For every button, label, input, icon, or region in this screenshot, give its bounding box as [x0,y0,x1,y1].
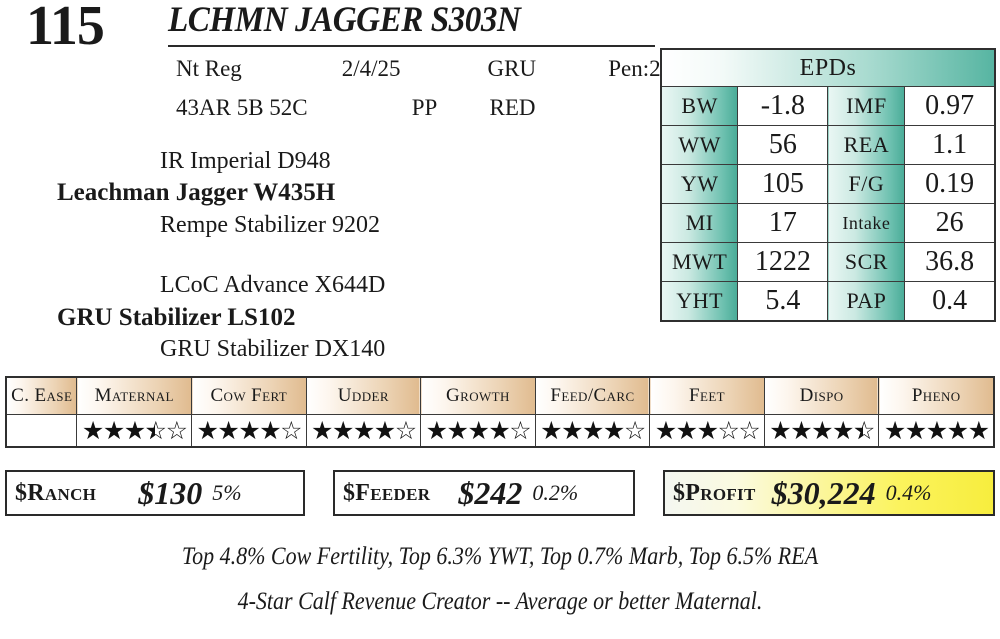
star-rating: ★★★★☆ [425,416,532,445]
profit-index-value: $30,224 [771,474,876,511]
animal-name-title: LCHMN JAGGER S303N [168,0,521,39]
lot-header: 115 LCHMN JAGGER S303N [0,0,1000,57]
epd-label-right: Intake [827,203,906,243]
epd-value-left: 105 [737,164,829,204]
epd-label-right: F/G [827,164,906,204]
epd-value-right: 0.4 [904,281,996,322]
trait-rating-dispo: ★★★★☆★ [763,414,880,448]
index-box-ranch: $Ranch $130 5% [5,470,305,516]
epd-value-left: 56 [737,125,829,165]
epd-label-left: YW [660,164,739,204]
trait-rating-cow-fert: ★★★★☆ [191,414,307,448]
birth-date: 2/4/25 [341,56,401,81]
epd-value-right: 0.19 [904,164,996,204]
trait-header-maternal: Maternal [76,376,192,415]
pedigree-sire: Leachman Jagger W435H [57,179,336,206]
epd-label-left: WW [660,125,739,165]
epd-row: BW -1.8 IMF 0.97 [660,86,996,126]
epd-table-body: BW -1.8 IMF 0.97 WW 56 REA 1.1 YW 105 F/G 0.19 MI 17 I… [660,86,996,322]
epd-row: WW 56 REA 1.1 [660,125,996,165]
lot-number: 115 [26,0,105,57]
ranch-index-label: $Ranch [15,479,97,506]
epd-value-right: 26 [904,203,996,243]
feeder-index-label: $Feeder [343,479,431,506]
epd-table-title: EPDs [660,48,996,87]
ranch-index-percentile: 5% [212,480,242,505]
star-rating: ★★★☆☆ [654,416,761,445]
trait-rating-feet: ★★★☆☆ [649,414,765,448]
profit-index-label: $Profit [673,479,756,506]
epd-label-left: YHT [660,281,739,322]
epd-label-left: MI [660,203,739,243]
pedigree-dam: GRU Stabilizer LS102 [57,304,296,331]
trait-rating-row: ★★★☆★☆ ★★★★☆ ★★★★☆ ★★★★☆ ★★★★☆ ★★★☆☆ ★★★★☆★ ★★★… [5,414,995,448]
index-box-profit: $Profit $30,224 0.4% [663,470,995,516]
identification-line-primary: Nt Reg 2/4/25 GRU Pen:25 [176,56,672,82]
epd-value-right: 0.97 [904,86,996,126]
star-rating: ★★★★☆ [540,416,646,445]
epd-value-left: -1.8 [737,86,829,126]
trait-header-feet: Feet [649,376,765,415]
epd-label-left: MWT [660,242,739,282]
reg-status: Nt Reg [176,56,242,81]
polled-status: PP [411,95,438,120]
trait-rating-feed-carc: ★★★★☆ [534,414,651,448]
epd-value-right: 36.8 [904,242,996,282]
footnote-summary: 4-Star Calf Revenue Creator -- Average o… [237,588,763,615]
star-rating: ★★★★☆ [196,416,302,445]
star-rating: ★★★★☆ [311,416,417,445]
epd-label-right: PAP [827,281,906,322]
breed-composition: 43AR 5B 52C [176,95,308,120]
trait-header-udder: Udder [305,376,422,415]
trait-header-pheno: Pheno [878,376,995,415]
epd-row: YHT 5.4 PAP 0.4 [660,281,996,322]
feeder-index-value: $242 [458,474,523,511]
title-divider [168,45,655,47]
profit-index-percentile: 0.4% [885,480,932,505]
trait-rating-table: C. Ease Maternal Cow Fert Udder Growth Feed/C… [5,376,995,448]
trait-header-growth: Growth [420,376,536,415]
coat-color: RED [489,95,536,120]
epd-row: MI 17 Intake 26 [660,203,996,243]
star-rating: ★★★☆★☆ [81,416,188,445]
pedigree-sire-dam: Rempe Stabilizer 9202 [160,212,380,238]
trait-rating-c-ease [5,414,78,448]
epd-table: EPDs BW -1.8 IMF 0.97 WW 56 REA 1.1 YW 105 F/G 0.19… [660,48,996,322]
epd-value-left: 1222 [737,242,829,282]
pedigree-dam-dam: GRU Stabilizer DX140 [160,336,386,362]
star-rating: ★★★★☆★ [769,416,875,445]
epd-label-right: IMF [827,86,906,126]
trait-header-dispo: Dispo [763,376,880,415]
epd-label-right: SCR [827,242,906,282]
trait-rating-pheno: ★★★★★ [878,414,995,448]
epd-value-left: 17 [737,203,829,243]
trait-header-feed-carc: Feed/Carc [534,376,651,415]
epd-label-right: REA [827,125,906,165]
epd-row: YW 105 F/G 0.19 [660,164,996,204]
trait-rating-growth: ★★★★☆ [420,414,536,448]
epd-label-left: BW [660,86,739,126]
pedigree-dam-sire: LCoC Advance X644D [160,272,386,298]
epd-value-left: 5.4 [737,281,829,322]
trait-rating-udder: ★★★★☆ [305,414,422,448]
trait-rating-maternal: ★★★☆★☆ [76,414,192,448]
trait-header-cow-fert: Cow Fert [191,376,307,415]
epd-value-right: 1.1 [904,125,996,165]
pedigree-sire-sire: IR Imperial D948 [160,148,331,174]
ranch-index-value: $130 [138,474,203,511]
footnote-rankings: Top 4.8% Cow Fertility, Top 6.3% YWT, To… [181,543,819,570]
epd-row: MWT 1222 SCR 36.8 [660,242,996,282]
identification-line-secondary: 43AR 5B 52C PP RED [176,95,536,121]
trait-header-row: C. Ease Maternal Cow Fert Udder Growth Feed/C… [5,376,995,415]
breeder-code: GRU [487,56,537,81]
index-box-feeder: $Feeder $242 0.2% [333,470,635,516]
star-rating: ★★★★★ [883,416,990,445]
trait-header-c-ease: C. Ease [5,376,78,415]
feeder-index-percentile: 0.2% [532,480,579,505]
